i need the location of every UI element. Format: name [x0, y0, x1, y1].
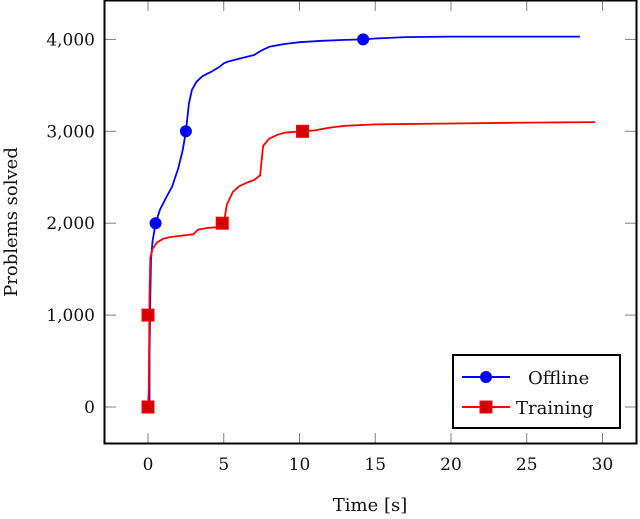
square-marker-icon	[479, 400, 493, 414]
x-tick-label: 30	[592, 455, 614, 475]
y-tick-label: 4,000	[46, 30, 95, 50]
circle-marker-icon	[357, 33, 370, 46]
y-axis-label: Problems solved	[1, 147, 22, 297]
legend-box	[452, 354, 621, 429]
legend: Offline Training	[452, 354, 621, 429]
curve-training	[147, 121, 595, 408]
square-marker-icon	[296, 124, 310, 138]
y-tick-label: 1,000	[46, 306, 95, 326]
square-marker-icon	[215, 216, 229, 230]
x-tick-label: 15	[364, 455, 386, 475]
legend-label-offline: Offline	[528, 368, 589, 389]
legend-item-training: Training	[462, 398, 594, 419]
x-tick-labels: 0 5 10 15 20 25 30	[143, 455, 614, 475]
y-tick-label: 2,000	[46, 214, 95, 234]
circle-marker-icon	[480, 371, 492, 383]
circle-marker-icon	[149, 217, 162, 230]
tick-marks	[104, 0, 637, 444]
y-tick-labels: 0 1,000 2,000 3,000 4,000	[46, 30, 95, 418]
series-curves	[147, 35, 595, 408]
curve-offline	[148, 35, 580, 407]
square-marker-icon	[141, 308, 155, 322]
x-tick-label: 5	[218, 455, 229, 475]
series-markers	[141, 33, 370, 414]
legend-label-training: Training	[516, 398, 594, 419]
square-marker-icon	[141, 400, 155, 414]
y-tick-label: 0	[84, 398, 95, 418]
plot-frame	[103, 0, 638, 445]
legend-item-offline: Offline	[462, 368, 589, 389]
x-tick-label: 10	[289, 455, 311, 475]
y-tick-label: 3,000	[46, 122, 95, 142]
x-axis-label: Time [s]	[333, 495, 408, 516]
x-tick-label: 25	[516, 455, 538, 475]
x-tick-label: 20	[440, 455, 462, 475]
circle-marker-icon	[179, 125, 192, 138]
x-tick-label: 0	[143, 455, 154, 475]
